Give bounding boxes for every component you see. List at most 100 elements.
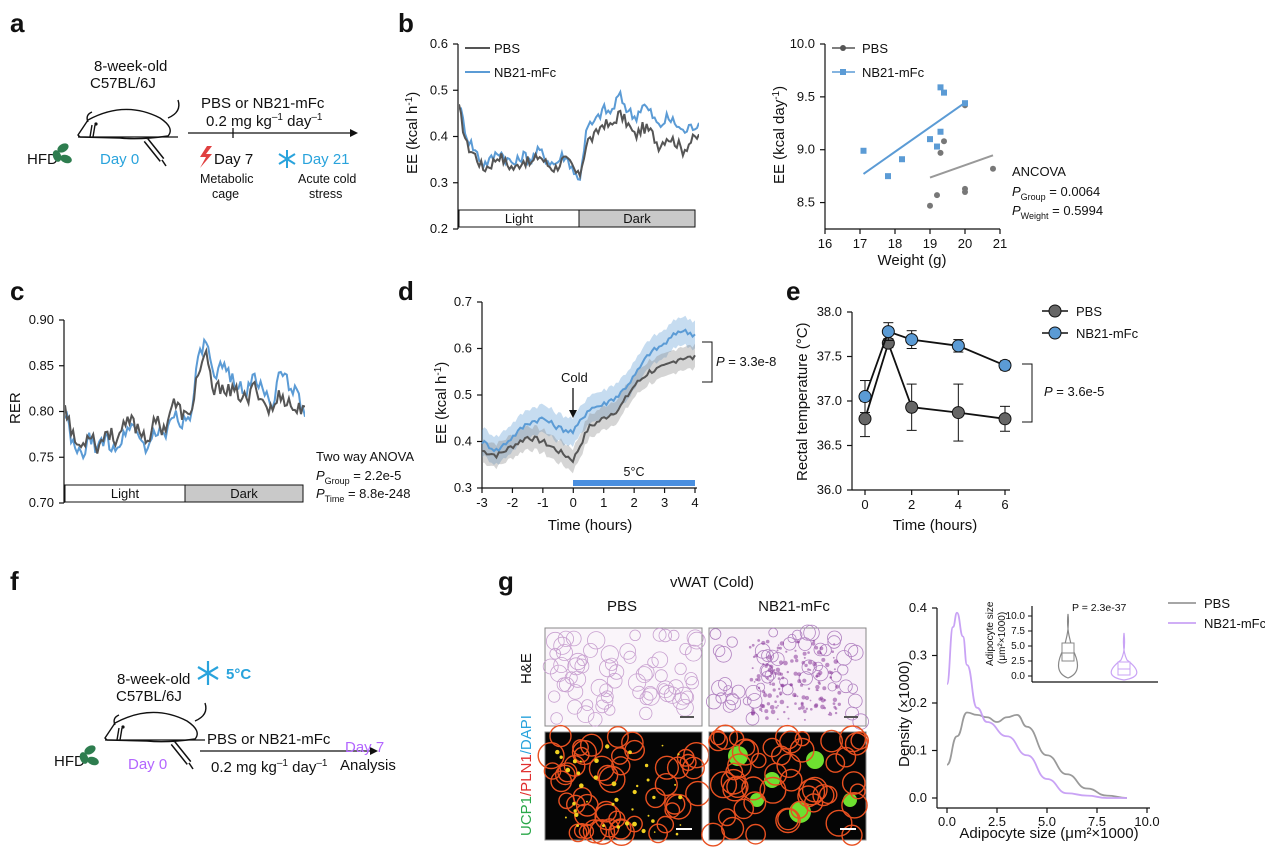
stain-dot (815, 684, 820, 690)
adipocyte (775, 807, 801, 834)
stain-dot (771, 682, 776, 686)
mouse-age: 8-week-old (94, 58, 167, 75)
signal-dot (611, 781, 617, 787)
signal-dot (644, 763, 649, 768)
stain-dot (801, 660, 806, 665)
stain-dot (832, 697, 838, 702)
data-point-nb21 (905, 333, 919, 347)
adipocyte (759, 776, 787, 804)
adipocyte (722, 699, 736, 713)
tick-label: 2.5 (988, 814, 1006, 829)
tick-label: 10.0 (790, 36, 815, 51)
stain-dot (828, 712, 833, 716)
series-line-pbs (864, 340, 1006, 420)
data-point-nb21 (858, 390, 872, 404)
signal-dot (653, 831, 656, 833)
adipocyte (596, 692, 614, 710)
stain-dot (802, 651, 807, 656)
panel-letter-g: g (498, 566, 514, 596)
panel-f: f HFD 8-week-old C57BL/6J 5°C Da (10, 566, 396, 776)
significance-bracket (1022, 363, 1033, 423)
tick-label: 0.5 (430, 82, 448, 97)
legend-marker-nb21 (840, 69, 846, 75)
adipocyte (733, 798, 755, 820)
tick-label: 17 (853, 236, 867, 251)
adipocyte (642, 685, 658, 701)
p-value: P = 3.3e-8 (716, 354, 776, 369)
fit-line-pbs (929, 154, 994, 179)
tick-label: 0.0 (938, 814, 956, 829)
adipocyte (606, 726, 629, 749)
p-group: PGroup = 0.0064 (1012, 184, 1100, 202)
adipocyte (743, 791, 767, 815)
stain-dot (761, 710, 763, 713)
stain-dot (766, 702, 771, 706)
stain-dot (816, 672, 821, 677)
stain-dot (777, 644, 780, 646)
stain-dot (779, 691, 783, 695)
signal-dot (677, 753, 680, 756)
adipocyte (777, 808, 800, 831)
y-axis-label: EE (kcal h-1) (404, 92, 421, 174)
stain-dot (776, 646, 780, 650)
stain-dot (754, 654, 758, 658)
inset-tick-label: 2.5 (1011, 656, 1025, 667)
y-axis-label: EE (kcal day-1) (771, 86, 788, 184)
inset-tick-label: 5.0 (1011, 641, 1025, 652)
stain-dot (802, 678, 807, 683)
tick-label: 0.85 (29, 358, 54, 373)
stain-dot (820, 704, 825, 710)
adipocyte (845, 706, 859, 721)
adipocyte (841, 792, 868, 819)
adipocyte (825, 753, 846, 773)
adipocyte (738, 739, 756, 757)
legend-label-nb21: NB21-mFc (494, 65, 557, 80)
adipocyte (849, 783, 866, 800)
stain-dot (836, 660, 839, 663)
stain-dot (812, 639, 816, 643)
dark-bar (184, 484, 304, 503)
stain-dot (777, 677, 781, 680)
analysis-label: Analysis (340, 757, 396, 774)
adipocyte (654, 669, 668, 683)
violin-nb21 (1110, 632, 1138, 681)
stain-dot (787, 717, 790, 720)
signal-dot (679, 824, 682, 826)
stain-dot (769, 683, 772, 686)
adipocyte (638, 664, 655, 681)
adipocyte (801, 776, 828, 803)
stain-dot (751, 643, 755, 647)
stain-dot (790, 659, 794, 663)
signal-dot (678, 795, 683, 800)
data-point-nb21 (899, 156, 905, 163)
tick-label: 0.3 (430, 175, 448, 190)
stain-dot (811, 641, 816, 646)
panel-letter-e: e (786, 276, 800, 306)
adipocyte (549, 647, 561, 660)
adipocyte (720, 768, 747, 795)
adipocyte (553, 636, 572, 655)
stain-dot (808, 660, 813, 665)
stain-dot (776, 649, 779, 652)
stain-dot (767, 693, 772, 698)
g-title: vWAT (Cold) (670, 574, 754, 591)
adipocyte (685, 644, 702, 662)
data-point-nb21 (937, 128, 944, 135)
legend-label-pbs: PBS (494, 41, 520, 56)
adipocyte (666, 756, 690, 779)
legend-label-nb21: NB21-mFc (862, 65, 925, 80)
panel-c: c 0.70 0.75 0.80 0.85 0.90 RER Light Dark Tw… (7, 276, 414, 510)
tick-label: 18 (888, 236, 902, 251)
adipocyte (850, 731, 870, 750)
adipocyte (727, 753, 752, 779)
adipocyte (583, 643, 598, 658)
adipocyte (741, 776, 766, 801)
panel-a: a HFD 8-week-old C57BL/6J Day 0 PBS or N… (10, 8, 358, 201)
micrograph-he-nb21 (705, 624, 869, 730)
adipocyte (597, 764, 619, 786)
adipocyte (635, 666, 653, 683)
ucp1-signal (806, 751, 824, 769)
x-axis-label: Adipocyte size (μm²×1000) (959, 825, 1138, 842)
stain-dot (821, 657, 826, 662)
